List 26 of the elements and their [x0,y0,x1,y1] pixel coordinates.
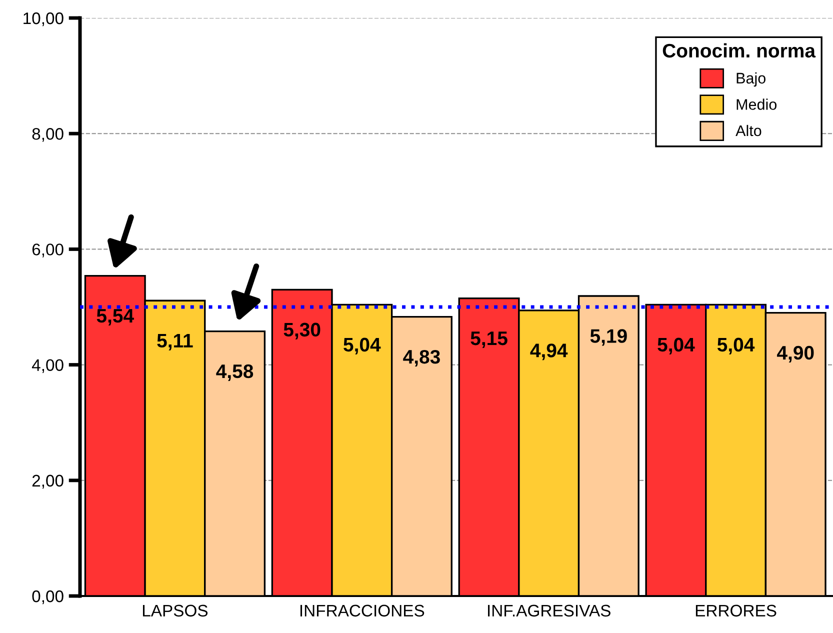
y-tick-label: 10,00 [24,12,64,26]
y-tick-label: 6,00 [32,244,64,258]
data-label: 5,04 [717,338,755,354]
data-label: 5,04 [344,338,381,354]
x-tick-label: INF.AGRESIVAS [488,604,610,617]
legend-label: Alto [736,124,762,136]
data-label: 4,94 [530,344,568,360]
x-tick-label: ERRORES [696,604,776,617]
legend-label: Bajo [736,72,766,87]
x-tick-label: LAPSOS [142,604,208,617]
data-label: 5,54 [96,309,134,326]
data-label: 5,30 [284,322,320,340]
y-tick-label: 0,00 [32,590,64,604]
data-label: 5,04 [658,338,695,354]
legend-label: Medio [736,98,777,110]
x-tick-label: INFRACCIONES [300,604,424,617]
data-label: 5,11 [157,334,193,350]
data-label: 5,15 [470,332,508,348]
data-label: 4,58 [216,364,254,381]
y-tick-label: 2,00 [32,474,64,489]
data-label: 5,19 [590,329,627,346]
data-label: 4,83 [403,350,440,367]
legend-title: Conocim. norma [662,43,816,58]
data-label: 4,90 [776,346,814,362]
y-tick-label: 4,00 [32,359,64,373]
y-tick-label: 8,00 [32,128,64,142]
